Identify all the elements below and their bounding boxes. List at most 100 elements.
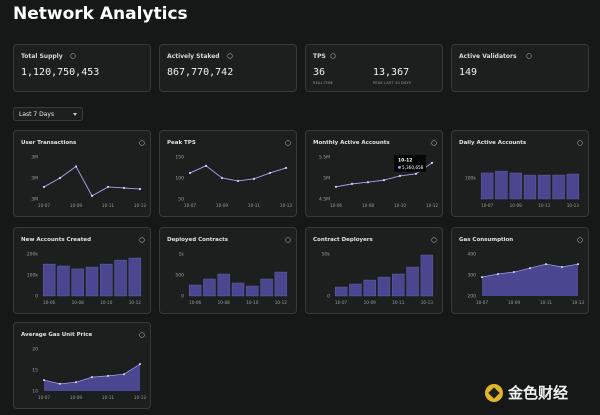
bar [203, 278, 216, 297]
x-tick-label: 10-08 [362, 203, 375, 208]
point [123, 373, 125, 376]
y-tick-label: 5.5M [319, 155, 330, 161]
chart-title: Monthly Active Accounts [313, 140, 390, 146]
info-icon [285, 140, 291, 146]
y-tick-label: 500 [175, 273, 184, 279]
y-tick-label: 3M [31, 197, 38, 203]
bar [406, 266, 419, 297]
point [74, 165, 78, 168]
chart-title: New Accounts Created [21, 237, 91, 243]
x-tick-label: 10-06 [330, 203, 343, 208]
y-tick-label: 150 [175, 155, 184, 161]
bar [509, 172, 522, 200]
x-tick-label: 10-09 [510, 203, 523, 208]
x-tick-label: 10-06 [43, 300, 56, 305]
x-tick-label: 10-10 [246, 300, 259, 305]
stat-label: Total Supply [21, 53, 63, 60]
chart-title: Contract Deployers [313, 237, 374, 243]
point [497, 272, 499, 275]
x-tick-label: 10-11 [248, 203, 261, 208]
info-icon-wrap [227, 53, 233, 59]
bar [100, 263, 113, 297]
bar [188, 284, 202, 297]
date-filter[interactable]: Last 7 Days [13, 107, 83, 121]
chart-title: User Transactions [21, 140, 77, 146]
x-tick-label: 10-07 [38, 395, 51, 400]
info-icon [227, 53, 233, 59]
stat-card: Actively Staked 867,770,742 [159, 44, 297, 92]
y-tick-label: 200k [27, 252, 39, 258]
info-icon [577, 237, 583, 243]
point [577, 263, 579, 266]
point [481, 276, 483, 279]
watermark: 金色财经 [484, 382, 568, 403]
point [220, 176, 224, 180]
bar [114, 259, 127, 297]
y-tick-label: 0 [35, 294, 38, 300]
info-icon [577, 140, 583, 146]
bar [42, 263, 56, 297]
point [561, 266, 563, 269]
point [42, 185, 46, 189]
point [334, 185, 338, 188]
stat-value: 36 [313, 67, 326, 78]
tooltip-category: 10-12 [398, 157, 412, 163]
bar [231, 282, 245, 297]
filter-label: Last 7 Days [19, 111, 55, 118]
point [138, 187, 142, 191]
y-tick-label: 1k [179, 252, 185, 258]
x-tick-label: 10-07 [184, 203, 197, 208]
info-icon [526, 53, 532, 59]
bar [495, 170, 508, 200]
chart: Daily Active Accounts 100k 10-07 10-09 10-11… [459, 140, 583, 208]
y-tick-label: 3M [31, 155, 38, 161]
point [366, 181, 370, 184]
stat-value: 149 [459, 67, 478, 78]
info-icon [70, 53, 76, 59]
tooltip: 10-12 5,360,658 [394, 154, 426, 172]
x-tick-label: 10-12 [275, 300, 288, 305]
point [529, 267, 531, 270]
point [430, 161, 434, 164]
x-tick-label: 10-13 [134, 395, 147, 400]
bar [349, 283, 362, 297]
point [382, 179, 386, 182]
point [414, 172, 418, 175]
x-tick-label: 10-09 [508, 300, 521, 305]
chart-card: Deployed Contracts 1k 500 0 10-06 10-08 10-10 1… [159, 227, 297, 314]
point [188, 171, 192, 175]
line [43, 165, 141, 197]
point [204, 164, 208, 167]
x-tick-label: 10-07 [476, 300, 489, 305]
bar [260, 278, 273, 297]
point [107, 374, 109, 377]
point [236, 179, 240, 183]
info-icon [431, 140, 437, 146]
info-icon-wrap [70, 53, 76, 59]
y-tick-label: 5M [323, 176, 330, 182]
stat-card: TPS 36 REAL-TIME 13,367 PEAK LAST 30 DAYS [305, 44, 443, 92]
x-tick-label: 10-11 [540, 300, 553, 305]
y-tick-label: 400 [467, 252, 476, 258]
tooltip-swatch [398, 165, 401, 169]
point [75, 381, 77, 384]
point [43, 379, 45, 382]
y-tick-label: 100k [27, 273, 39, 279]
x-tick-label: 10-10 [394, 203, 407, 208]
y-tick-label: 4.5M [319, 197, 330, 203]
y-tick-label: 3M [31, 176, 38, 182]
tooltip-value: 5,360,658 [402, 165, 424, 170]
dropdown-caret [73, 113, 77, 116]
info-icon [139, 140, 145, 146]
x-tick-label: 10-06 [189, 300, 202, 305]
area [482, 264, 578, 296]
bar [480, 172, 494, 200]
point [513, 271, 515, 274]
point [545, 263, 547, 266]
stat-card: Active Validators 149 [451, 44, 589, 92]
chart-card: Daily Active Accounts 100k 10-07 10-09 10-11… [451, 130, 589, 217]
bar [71, 268, 84, 297]
